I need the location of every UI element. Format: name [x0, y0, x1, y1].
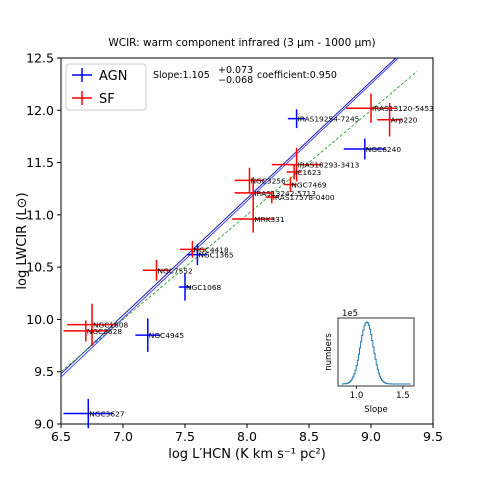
point-label: Arp220 [391, 116, 418, 125]
slope-lower-error: −0.068 [218, 75, 253, 86]
inset-x-tick-label: 1.5 [396, 391, 410, 401]
sf-point [180, 241, 205, 258]
y-axis-ticks: 9.0 9.5 10.0 10.5 11.0 11.5 12.0 12.5 [26, 51, 61, 432]
legend-sf-marker [72, 91, 92, 105]
inset-x-label: Slope [364, 405, 388, 415]
sf-point [286, 164, 302, 180]
agn-point [178, 273, 192, 301]
fit-alt-line [60, 57, 399, 378]
agn-point [343, 138, 386, 160]
point-label: NGC4945 [149, 331, 185, 340]
inset-x-ticks: 1.0 1.5 [350, 386, 410, 401]
sf-point [271, 147, 322, 182]
sf-point [234, 167, 265, 193]
inset-exponent: 1e5 [342, 309, 358, 319]
fit-line [60, 57, 397, 375]
point-label: IRAS13120-5453 [372, 104, 434, 113]
x-tick-label: 9.5 [423, 429, 443, 444]
inset-y-label: numbers [324, 333, 334, 371]
y-axis-label: log LWCIR (L⊙) [15, 192, 30, 289]
point-label: NGC7469 [291, 181, 327, 190]
x-axis-label: log L′HCN (K km s⁻¹ pc²) [168, 447, 326, 462]
slope-text: Slope:1.105 [153, 70, 210, 81]
sf-point [234, 177, 272, 209]
y-tick-label: 11.5 [26, 155, 54, 170]
point-label: NGC3627 [89, 410, 125, 419]
legend-agn-marker [72, 68, 92, 82]
y-tick-label: 12.5 [26, 51, 54, 66]
chart-title: WCIR: warm component infrared (3 μm - 10… [108, 37, 375, 49]
y-tick-label: 11.0 [26, 207, 54, 222]
inset-plot-area [337, 317, 415, 387]
fit-lines [60, 57, 418, 378]
x-tick-label: 7.0 [113, 429, 133, 444]
agn-point [287, 109, 306, 129]
data-points [63, 93, 402, 429]
y-tick-label: 10.0 [26, 312, 54, 327]
y-tick-label: 12.0 [26, 103, 54, 118]
point-label: NGC1365 [198, 251, 234, 260]
x-axis-ticks: 6.5 7.0 7.5 8.0 8.5 9.0 9.5 [51, 424, 443, 444]
inset-histogram: 1e5 1.0 1.5 Slope numbers [324, 309, 415, 415]
point-labels: NGC3627 NGC4945 NGC1068 NGC1365 IRAS19254-72… [87, 104, 434, 418]
coefficient-text: coefficient:0.950 [257, 70, 337, 81]
x-tick-label: 8.0 [237, 429, 257, 444]
point-label: MRK331 [254, 215, 285, 224]
sf-point [142, 259, 171, 281]
point-label: NGC4418 [193, 245, 229, 254]
legend-agn-label: AGN [99, 69, 127, 84]
y-tick-label: 10.5 [26, 260, 54, 275]
point-label: NGC1068 [186, 283, 222, 292]
y-tick-label: 9.5 [34, 364, 54, 379]
inset-histogram-curve [341, 321, 411, 385]
point-label: NGC7552 [157, 266, 192, 275]
point-label: IRAS17578-0400 [273, 193, 335, 202]
point-label: NGC3628 [87, 327, 123, 336]
fixed-slope-line [60, 71, 418, 373]
y-tick-label: 9.0 [34, 417, 54, 432]
sf-point [284, 177, 297, 192]
point-label: IC1623 [295, 168, 321, 177]
agn-point [135, 318, 161, 352]
point-label: NGC1808 [93, 321, 129, 330]
agn-point [187, 244, 208, 266]
fit-annotation: Slope:1.105 +0.073 −0.068 coefficient:0.… [153, 65, 337, 86]
sf-point [232, 205, 275, 233]
point-label: IRAS18293-3413 [298, 161, 360, 170]
point-label: IRAS13242-5713 [254, 189, 316, 198]
slope-upper-error: +0.073 [218, 65, 253, 76]
sf-point [67, 303, 117, 346]
point-label: IRAS19254-7245 [298, 115, 360, 124]
inset-x-tick-label: 1.0 [350, 391, 364, 401]
point-label: NGC3256 [250, 176, 286, 185]
point-label: NGC6240 [366, 145, 402, 154]
sf-point [377, 102, 402, 137]
agn-point [63, 398, 114, 429]
legend: AGN SF [65, 63, 147, 111]
legend-sf-label: SF [99, 92, 115, 107]
sf-point [63, 320, 109, 342]
x-tick-label: 7.5 [175, 429, 195, 444]
x-tick-label: 8.5 [299, 429, 319, 444]
sf-point [346, 93, 396, 123]
x-tick-label: 6.5 [51, 429, 71, 444]
x-tick-label: 9.0 [361, 429, 381, 444]
